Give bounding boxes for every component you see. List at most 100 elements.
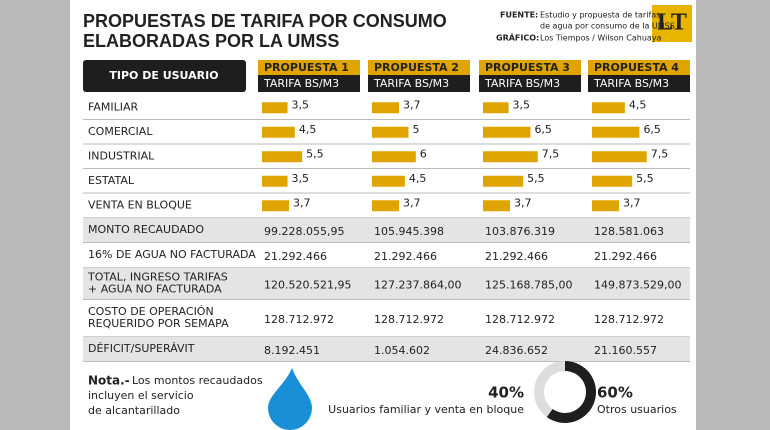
tariff-bar <box>592 175 633 187</box>
tariff-bar <box>483 175 524 187</box>
note-text: de alcantarillado <box>88 404 180 417</box>
cell-value: 21.292.466 <box>264 250 327 263</box>
row-label: ESTATAL <box>88 174 135 187</box>
tariff-bar <box>262 102 288 114</box>
cell-value: 128.712.972 <box>594 313 664 326</box>
tariff-label: 3,7 <box>514 196 532 209</box>
donut-label: Usuarios familiar y venta en bloque <box>328 403 524 416</box>
tariff-bar <box>483 200 511 212</box>
donut-segment <box>534 361 565 418</box>
cell-value: 21.292.466 <box>594 250 657 263</box>
note-label: Nota.- <box>88 374 130 388</box>
tariff-bar <box>592 200 620 212</box>
column-unit-bg <box>479 75 581 92</box>
tariff-bar <box>262 151 303 163</box>
column-unit-bg <box>258 75 360 92</box>
donut-value: 60% <box>597 384 633 402</box>
tariff-label: 6,5 <box>534 123 552 136</box>
cell-value: 128.581.063 <box>594 225 664 238</box>
column-unit: TARIFA BS/M3 <box>593 77 669 90</box>
cell-value: 8.192.451 <box>264 344 320 357</box>
cell-value: 149.873.529,00 <box>594 279 681 292</box>
cell-value: 128.712.972 <box>485 313 555 326</box>
row-label: FAMILIAR <box>88 100 138 113</box>
tariff-bar <box>372 175 405 187</box>
tariff-label: 4,5 <box>299 123 317 136</box>
tariff-label: 3,7 <box>623 196 641 209</box>
row-label: 16% DE AGUA NO FACTURADA <box>88 248 256 261</box>
cell-value: 21.292.466 <box>374 250 437 263</box>
tariff-label: 3,5 <box>292 172 310 185</box>
column-name-bg <box>258 60 360 75</box>
tariff-label: 3,5 <box>513 98 531 111</box>
column-name: PROPUESTA 4 <box>594 61 679 74</box>
tariff-bar <box>483 102 509 114</box>
column-name: PROPUESTA 3 <box>485 61 570 74</box>
tariff-bar <box>262 126 295 138</box>
cell-value: 127.237.864,00 <box>374 279 461 292</box>
donut-value: 40% <box>488 384 524 402</box>
cell-value: 103.876.319 <box>485 225 555 238</box>
cell-value: 125.168.785,00 <box>485 279 572 292</box>
donut-label: Otros usuarios <box>597 403 677 416</box>
tariff-bar <box>372 200 400 212</box>
tariff-label: 3,7 <box>403 98 421 111</box>
tariff-label: 5 <box>413 123 420 136</box>
title: ELABORADAS POR LA UMSS <box>83 31 339 51</box>
logo-box <box>652 5 692 42</box>
note-text: incluyen el servicio <box>88 389 194 402</box>
title: PROPUESTAS DE TARIFA POR CONSUMO <box>83 11 447 31</box>
row-label: VENTA EN BLOQUE <box>88 198 192 211</box>
row-label: MONTO RECAUDADO <box>88 223 204 236</box>
tariff-label: 7,5 <box>542 147 560 160</box>
graphic-label: GRÁFICO: <box>496 32 539 43</box>
column-name-bg <box>479 60 581 75</box>
tariff-bar <box>372 126 409 138</box>
row-label: COSTO DE OPERACIÓN <box>88 305 214 318</box>
graphic: Los Tiempos / Wilson Cahuaya <box>540 34 662 43</box>
tariff-bar <box>262 175 288 187</box>
tariff-label: 5,5 <box>527 172 545 185</box>
tariff-label: 5,5 <box>636 172 654 185</box>
source: Estudio y propuesta de tarifas <box>540 11 660 20</box>
donut-segment <box>546 361 597 423</box>
source-label: FUENTE: <box>500 11 538 20</box>
corner-label: TIPO DE USUARIO <box>109 69 218 82</box>
tariff-label: 5,5 <box>306 147 324 160</box>
tariff-bar <box>483 151 538 163</box>
column-unit: TARIFA BS/M3 <box>484 77 560 90</box>
row-bg <box>83 336 690 362</box>
column-name: PROPUESTA 2 <box>374 61 459 74</box>
cell-value: 24.836.652 <box>485 344 548 357</box>
note-text: Los montos recaudados <box>132 374 263 387</box>
tariff-label: 7,5 <box>651 147 669 160</box>
cell-value: 120.520.521,95 <box>264 279 351 292</box>
row-label: REQUERIDO POR SEMAPA <box>88 317 229 330</box>
cell-value: 105.945.398 <box>374 225 444 238</box>
tariff-bar <box>372 102 400 114</box>
row-label: TOTAL, INGRESO TARIFAS <box>87 271 228 284</box>
column-unit-bg <box>588 75 690 92</box>
tariff-bar <box>262 200 290 212</box>
cell-value: 1.054.602 <box>374 344 430 357</box>
tariff-label: 4,5 <box>409 172 427 185</box>
cell-value: 99.228.055,95 <box>264 225 344 238</box>
tariff-label: 3,5 <box>292 98 310 111</box>
cell-value: 21.292.466 <box>485 250 548 263</box>
cell-value: 128.712.972 <box>374 313 444 326</box>
tariff-label: 3,7 <box>293 196 311 209</box>
tariff-bar <box>372 151 416 163</box>
column-name-bg <box>368 60 470 75</box>
row-bg <box>83 267 690 300</box>
column-unit: TARIFA BS/M3 <box>373 77 449 90</box>
tariff-bar <box>592 102 625 114</box>
row-label: INDUSTRIAL <box>88 149 155 162</box>
tariff-bar <box>483 126 531 138</box>
header-cell <box>83 60 246 92</box>
tariff-label: 6,5 <box>643 123 661 136</box>
column-name: PROPUESTA 1 <box>264 61 349 74</box>
tariff-label: 4,5 <box>629 98 647 111</box>
water-drop <box>268 368 312 430</box>
source: de agua por consumo de la UMSS <box>540 22 675 31</box>
